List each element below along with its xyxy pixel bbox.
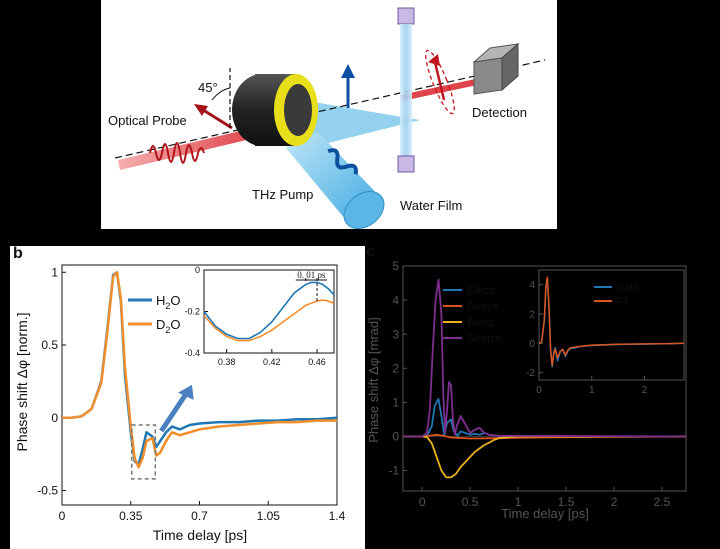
panel-c: c 0 0.5 1 1.5 2 2.5 -1 0 1 2 3 4 5 Electr. Debye Bend. S…: [366, 243, 720, 549]
optical-probe-label: Optical Probe: [108, 113, 187, 128]
chart-c-frame: [402, 265, 687, 492]
chart-c-legend-label: Bend.: [467, 317, 496, 329]
chart-c-xtick-label: 2.5: [654, 495, 671, 509]
chart-b-ytick-label: 1: [51, 265, 58, 279]
thz-polarization-arrowhead: [341, 64, 355, 78]
chart-c-xtick-label: 0: [419, 495, 426, 509]
chart-c-inset-series-line-1: [538, 276, 685, 367]
probe-pulse: [149, 142, 205, 164]
chart-c-xtick-label: 1: [515, 495, 522, 509]
chart-c-ytick-label: 1: [392, 396, 399, 410]
analyzer-ellipse: [425, 49, 455, 115]
chart-c-inset-ytick-label: -2: [526, 368, 535, 379]
chart-c-legend-label: Stretch.: [467, 333, 505, 345]
chart-b-zoom-arrow: [159, 392, 189, 433]
chart-c-series-line-2: [403, 435, 686, 479]
thz-pump-label: THz Pump: [252, 187, 313, 202]
chart-b-legend-label: H2O: [156, 293, 181, 311]
polarization-arrow: [199, 106, 233, 130]
polarization-arrowhead: [194, 104, 208, 116]
chart-b-ytick-label: -0.5: [37, 484, 58, 498]
chart-c-legend-label: Debye: [467, 301, 499, 313]
chart-c-xtick-label: 1.5: [558, 495, 575, 509]
chart-b-xtick-label: 0: [59, 509, 66, 523]
chart-c-inset-legend-label: Data: [616, 282, 640, 294]
panel-a-setup: 45° Optical Probe THz Pump Water: [101, 0, 557, 230]
chart-b-inset-xtick-label: 0.38: [218, 357, 236, 367]
chart-b-xtick-label: 0.7: [191, 509, 208, 523]
chart-c-inset-legend-label: Fit: [616, 296, 628, 308]
detection-cube: [472, 42, 520, 95]
water-film: [397, 7, 415, 173]
chart-b-xtick-label: 0.35: [119, 509, 143, 523]
panel-b-letter: b: [13, 245, 23, 262]
chart-b-legend-label: D2O: [156, 317, 181, 335]
chart-c-ytick-label: -1: [388, 464, 399, 478]
chart-b-inset-annotation: 0. 01 ps: [297, 270, 326, 280]
chart-c-inset-ytick-label: 2: [529, 310, 535, 321]
analyzer-arrowhead: [428, 54, 440, 66]
chart-b-series-line-1: [62, 271, 337, 469]
chart-b-ylabel: Phase shift Δφ [norm.]: [14, 312, 30, 451]
chart-b-inset-ytick-label: -0.2: [184, 307, 200, 317]
optical-axis: [114, 59, 546, 159]
parabolic-mirror: [232, 74, 318, 146]
chart-b-zoom-arrowhead: [178, 384, 194, 400]
chart-c-xtick-label: 2: [611, 495, 618, 509]
chart-b-inset-ytick-label: -0.4: [184, 348, 200, 358]
chart-b-inset-xtick-label: 0.46: [308, 357, 326, 367]
chart-b-inset-series-line-1: [203, 299, 335, 342]
chart-b-inset-series-line-0: [203, 281, 335, 340]
chart-c-ylabel: Phase shift Δφ [mrad]: [366, 317, 381, 443]
chart-b-inset-xtick-label: 0.42: [263, 357, 281, 367]
chart-c-ytick-label: 3: [392, 327, 399, 341]
water-film-label: Water Film: [400, 198, 462, 213]
chart-c-xlabel: Time delay [ps]: [501, 506, 589, 521]
chart-b-ytick-label: 0.5: [41, 338, 58, 352]
chart-c-inset-xtick-label: 2: [642, 385, 648, 396]
chart-b-inset-background: [204, 270, 334, 353]
chart-c-xtick-label: 0.5: [462, 495, 479, 509]
chart-b-ytick-label: 0: [51, 411, 58, 425]
analyzer-arrow: [432, 57, 446, 101]
chart-c-inset-background: [539, 270, 684, 380]
chart-b-xtick-label: 1.05: [257, 509, 281, 523]
chart-c-legend-label: Electr.: [467, 285, 498, 297]
chart-c-series-line-3: [403, 278, 687, 438]
chart-c: 0 0.5 1 1.5 2 2.5 -1 0 1 2 3 4 5 Electr. Debye Bend. Str…: [370, 259, 720, 549]
probe-beam: [118, 124, 272, 170]
angle-arc: [211, 87, 231, 101]
panel-c-letter: c: [366, 243, 375, 260]
detection-label: Detection: [472, 105, 527, 120]
thz-pump-cylinder: [286, 132, 385, 230]
chart-c-inset-ytick-label: 0: [529, 339, 535, 350]
chart-b-inset-ytick-label: 0: [195, 265, 200, 275]
chart-c-ytick-label: 2: [392, 361, 399, 375]
chart-c-inset-xtick-label: 1: [589, 385, 595, 396]
chart-b-zoom-box: [130, 424, 157, 480]
chart-c-inset-xtick-label: 0: [536, 385, 542, 396]
chart-c-inset-frame: [538, 269, 685, 381]
angle-label: 45°: [198, 80, 218, 95]
chart-b-xlabel: Time delay [ps]: [153, 527, 247, 543]
chart-c-ytick-label: 0: [392, 430, 399, 444]
chart-c-inset-ytick-label: 4: [529, 280, 535, 291]
chart-b-xtick-label: 1.4: [329, 509, 346, 523]
chart-c-ytick-label: 4: [392, 293, 399, 307]
chart-c-ytick-label: 5: [392, 259, 399, 273]
